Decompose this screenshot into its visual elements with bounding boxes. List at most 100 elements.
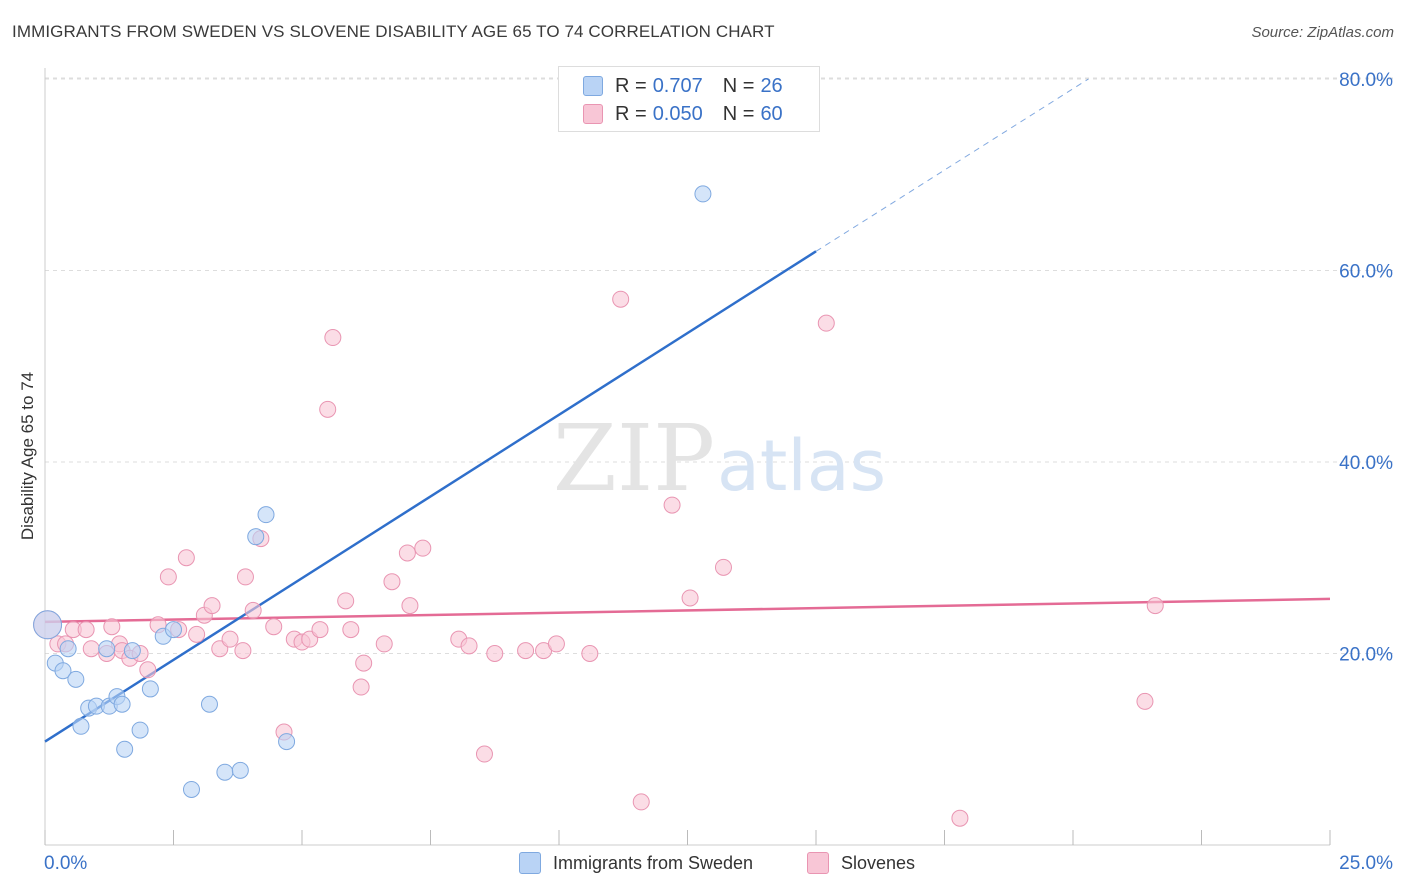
n-label: N =	[722, 102, 755, 125]
legend-item-sweden[interactable]: Immigrants from Sweden	[519, 852, 753, 874]
slovene-trend-line	[44, 597, 1331, 624]
series-legend: Immigrants from Sweden Slovenes	[0, 852, 1406, 878]
slovene-point	[352, 678, 370, 696]
sweden-swatch	[583, 76, 603, 96]
sweden-point	[33, 610, 63, 640]
legend-label-slovene: Slovenes	[841, 852, 916, 873]
sweden-point	[98, 640, 116, 658]
y-tick-label: 40.0%	[1339, 453, 1393, 474]
slovene-point	[486, 645, 504, 662]
slovene-point	[612, 290, 630, 308]
slovene-point	[401, 597, 419, 615]
slovene-point	[547, 635, 565, 653]
slovene-point	[159, 568, 177, 586]
sweden-point	[116, 740, 134, 758]
legend-item-slovene[interactable]: Slovenes	[807, 852, 915, 874]
watermark-atlas: atlas	[717, 425, 886, 507]
sweden-point	[694, 185, 712, 203]
stats-legend-row-slovene: R = 0.050 N = 60	[583, 100, 783, 128]
y-tick-label: 80.0%	[1339, 70, 1393, 91]
slovene-point	[398, 544, 416, 562]
legend-label-sweden: Immigrants from Sweden	[553, 852, 754, 873]
y-axis-label: Disability Age 65 to 74	[18, 371, 37, 541]
tick-labels: 20.0% 40.0% 60.0% 80.0% 0.0% 25.0%	[44, 70, 1393, 874]
slovene-r-value: 0.050	[652, 102, 703, 125]
chart-title: IMMIGRANTS FROM SWEDEN VS SLOVENE DISABI…	[12, 22, 775, 41]
data-points	[33, 185, 1164, 827]
slovene-point	[460, 637, 478, 655]
sweden-point	[257, 506, 275, 524]
slovene-point	[414, 539, 432, 557]
slovene-point	[265, 618, 283, 636]
slovene-point	[324, 329, 342, 347]
sweden-n-value: 26	[760, 74, 783, 97]
sweden-r-value: 0.707	[652, 74, 703, 97]
source-label: Source: ZipAtlas.com	[1251, 24, 1394, 41]
slovene-n-value: 60	[760, 102, 783, 125]
sweden-point	[216, 763, 234, 781]
slovene-point	[337, 592, 355, 610]
slovene-point	[82, 640, 100, 658]
sweden-point	[72, 717, 90, 735]
sweden-point	[131, 721, 149, 739]
r-label: R =	[615, 74, 647, 97]
sweden-point	[59, 640, 77, 658]
sweden-point	[123, 642, 141, 660]
sweden-point	[278, 733, 296, 751]
watermark-zip: ZIP	[553, 405, 715, 512]
n-label: N =	[722, 74, 755, 97]
x-tick-label: 0.0%	[44, 853, 87, 874]
slovene-point	[203, 597, 221, 615]
slovene-point	[383, 573, 401, 591]
slovene-point	[244, 601, 262, 619]
slovene-point	[188, 625, 206, 643]
axes	[44, 68, 1331, 846]
slovene-point	[714, 558, 732, 576]
slovene-point	[663, 496, 681, 514]
slovene-point	[517, 642, 535, 660]
slovene-point	[581, 645, 599, 662]
sweden-point	[182, 780, 200, 798]
slovene-point	[951, 809, 969, 827]
slovene-point	[236, 568, 254, 586]
slovene-point	[221, 630, 239, 648]
sweden-point	[231, 761, 249, 779]
slovene-point	[1146, 597, 1164, 615]
sweden-point	[141, 680, 159, 698]
slovene-point	[177, 549, 195, 567]
sweden-point	[54, 662, 72, 680]
slovene-point	[139, 661, 157, 679]
sweden-point	[67, 670, 85, 688]
stats-legend: R = 0.707 N = 26 R = 0.050 N = 60	[558, 66, 820, 132]
slovene-point	[319, 400, 337, 418]
x-tick-label: 25.0%	[1339, 853, 1393, 874]
slovene-point	[311, 621, 329, 639]
slovene-point	[681, 589, 699, 607]
slovene-swatch	[583, 104, 603, 124]
slovene-point	[77, 621, 95, 639]
slovene-point	[817, 314, 835, 332]
slovene-legend-swatch	[807, 852, 829, 874]
stats-legend-row-sweden: R = 0.707 N = 26	[583, 72, 783, 100]
sweden-point	[247, 528, 265, 546]
sweden-point	[200, 695, 218, 713]
slovene-point	[234, 642, 252, 660]
sweden-trend-line	[44, 250, 817, 743]
slovene-point	[1136, 692, 1154, 710]
y-tick-label: 60.0%	[1339, 262, 1393, 283]
sweden-legend-swatch	[519, 852, 541, 874]
slovene-point	[475, 745, 493, 763]
slovene-point	[375, 635, 393, 653]
slovene-point	[355, 654, 373, 672]
slovene-point	[342, 621, 360, 639]
y-tick-label: 20.0%	[1339, 645, 1393, 666]
slovene-point	[103, 618, 121, 636]
r-label: R =	[615, 102, 647, 125]
sweden-point	[113, 695, 131, 713]
sweden-point	[165, 621, 182, 639]
watermark: ZIP atlas	[553, 405, 886, 512]
slovene-point	[632, 793, 650, 811]
trend-lines	[44, 78, 1331, 743]
sweden-trend-extension	[815, 78, 1089, 252]
